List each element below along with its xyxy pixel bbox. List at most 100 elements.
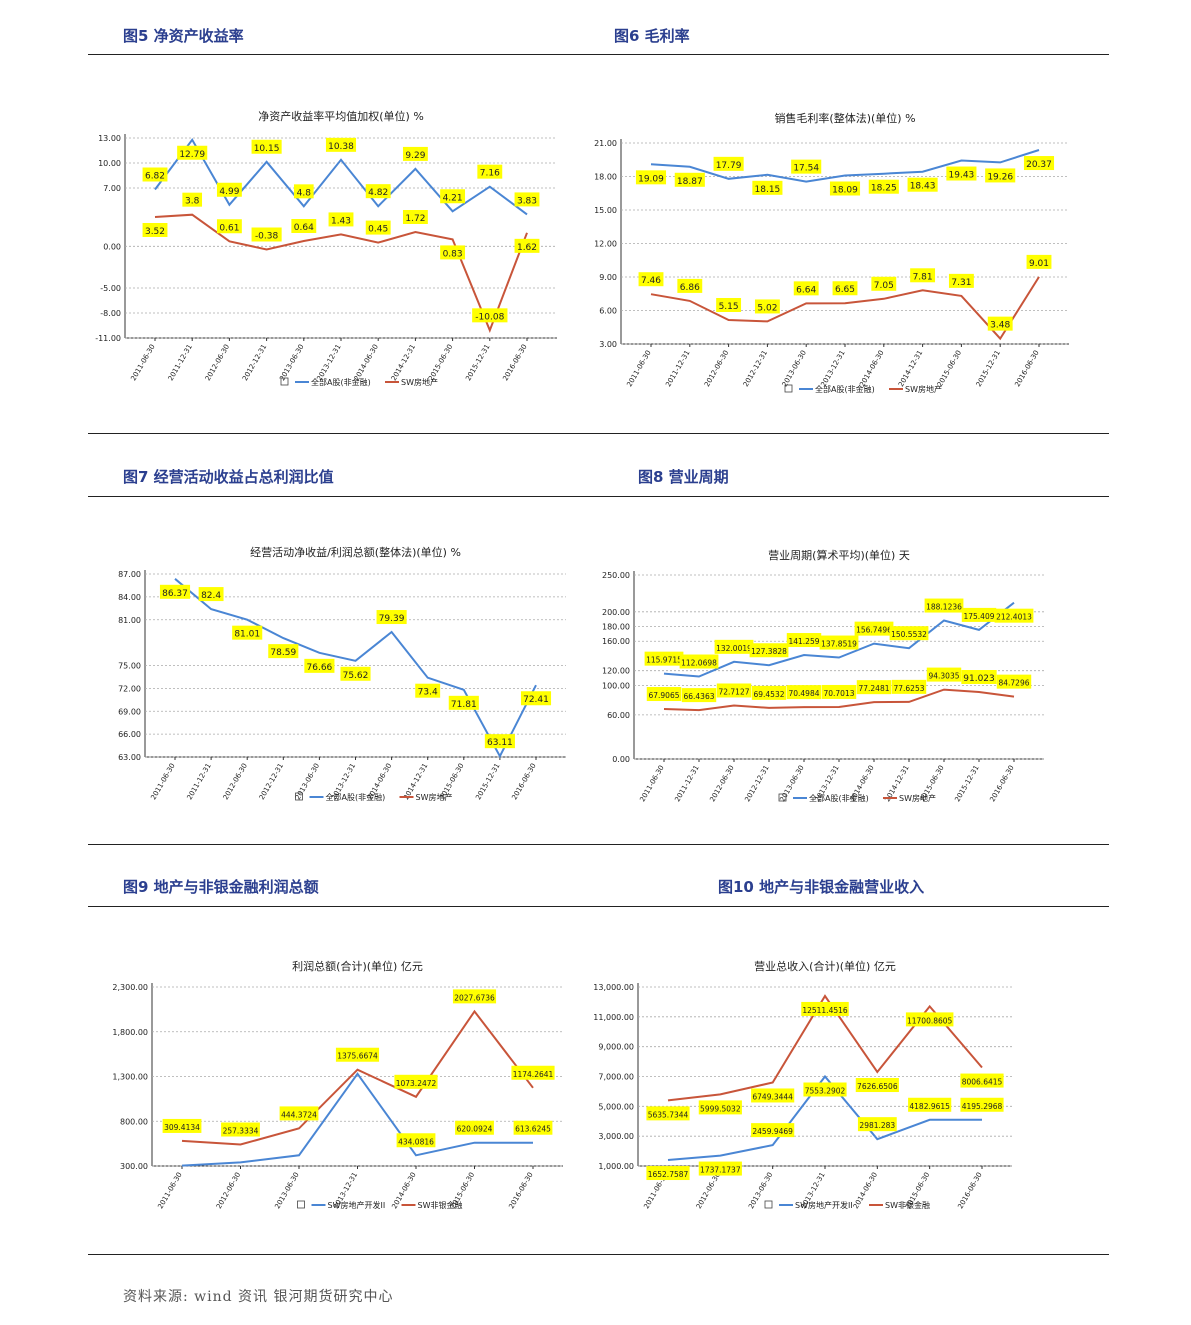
data-label: 7.81 xyxy=(910,268,936,283)
y-tick-label: 12.00 xyxy=(594,240,617,249)
data-label-bg xyxy=(985,168,1016,183)
data-label-text: 156.7496 xyxy=(856,626,892,635)
y-tick-label: 10.00 xyxy=(98,159,121,168)
data-label-text: 1174.2641 xyxy=(513,1070,554,1079)
x-tick-label: 2014-06-30 xyxy=(353,343,380,382)
data-label: 3.48 xyxy=(987,316,1013,331)
data-label: 73.4 xyxy=(415,683,441,698)
x-tick-label: 2015-12-31 xyxy=(975,349,1002,388)
data-label-bg xyxy=(871,276,897,291)
rule-bottom xyxy=(88,1254,1109,1255)
data-label: 115.9715 xyxy=(644,651,684,666)
data-label-text: 77.6253 xyxy=(893,684,924,693)
data-label-bg xyxy=(484,734,515,749)
data-label-bg xyxy=(646,687,682,702)
data-label-text: 1375.6674 xyxy=(337,1052,378,1061)
data-label-text: 613.6245 xyxy=(515,1125,551,1134)
data-label-bg xyxy=(791,159,822,174)
data-label-bg xyxy=(854,621,894,636)
data-label-bg xyxy=(801,1001,849,1016)
data-label-text: 5.15 xyxy=(719,302,739,312)
data-label: 11700.8605 xyxy=(905,1012,954,1027)
data-label-bg xyxy=(472,308,508,323)
data-label-text: 1.62 xyxy=(517,243,537,253)
legend-checkbox[interactable] xyxy=(764,1200,773,1209)
data-label-bg xyxy=(677,278,703,293)
data-label-text: 18.15 xyxy=(755,185,781,195)
data-label-bg xyxy=(786,685,822,700)
data-label-text: 141.259 xyxy=(788,637,819,646)
y-tick-label: -8.00 xyxy=(100,309,121,318)
x-tick-label: 2014-12-31 xyxy=(390,343,417,382)
y-tick-label: 9.00 xyxy=(599,273,617,282)
data-label-bg xyxy=(293,184,314,199)
data-label-bg xyxy=(396,1133,436,1148)
data-label: 18.87 xyxy=(674,172,705,187)
y-tick-label: 84.00 xyxy=(118,593,141,602)
data-label-bg xyxy=(162,1118,202,1133)
rule-top-3 xyxy=(88,906,1109,907)
x-tick-label: 2016-06-30 xyxy=(510,762,537,801)
data-label-bg xyxy=(291,219,317,233)
data-label-text: -10.08 xyxy=(475,312,504,322)
data-label-text: 3.48 xyxy=(990,321,1010,331)
data-label-text: 1652.7587 xyxy=(648,1170,689,1179)
data-label-bg xyxy=(452,989,497,1004)
rule-mid-1 xyxy=(88,433,1109,434)
data-label: 4182.9615 xyxy=(908,1097,952,1112)
x-tick-label: 2012-06-30 xyxy=(222,762,249,801)
legend-label: 全部A股(非金融) xyxy=(326,792,386,802)
data-label-bg xyxy=(415,683,441,698)
data-label: 212.4013 xyxy=(994,608,1034,623)
data-label-text: 5635.7344 xyxy=(648,1110,689,1119)
x-tick-label: 2011-12-31 xyxy=(673,764,700,803)
figure-title-5: 图5 净资产收益率 xyxy=(123,27,244,45)
data-label: 77.6253 xyxy=(891,679,927,694)
data-label-bg xyxy=(325,137,357,152)
data-label-bg xyxy=(961,607,997,622)
data-label-text: 115.9715 xyxy=(646,656,682,665)
x-tick-label: 2012-06-30 xyxy=(204,343,231,382)
data-label-text: 63.11 xyxy=(487,738,513,748)
data-label: 7553.2902 xyxy=(803,1082,847,1097)
chart-title: 营业周期(算术平均)(单位) 天 xyxy=(768,548,910,562)
chart-3: 经营活动净收益/利润总额(整体法)(单位) % 87.00 84.00 81.00 75… xyxy=(118,545,566,802)
data-label-text: 20.37 xyxy=(1026,160,1052,170)
data-label-text: 1.72 xyxy=(405,214,425,224)
legend-checkbox[interactable] xyxy=(297,1200,305,1209)
data-label-bg xyxy=(182,192,203,207)
y-tick-label: 7.00 xyxy=(103,184,121,193)
x-tick-label: 2015-06-30 xyxy=(427,343,454,382)
y-tick-label: 13,000.00 xyxy=(593,983,634,992)
x-tick-label: 2011-06-30 xyxy=(129,343,156,382)
data-label-text: 4.99 xyxy=(219,187,239,197)
data-label: 79.39 xyxy=(376,610,407,625)
y-tick-label: 6.00 xyxy=(599,307,617,316)
data-label-bg xyxy=(520,691,552,706)
data-label: 1.62 xyxy=(514,238,540,253)
legend-checkbox[interactable] xyxy=(778,793,787,802)
data-label: 150.5532 xyxy=(889,626,929,641)
data-label: 2027.6736 xyxy=(452,989,497,1004)
figure-title-9: 图9 地产与非银金融利润总额 xyxy=(123,878,319,896)
y-tick-label: 15.00 xyxy=(594,206,617,215)
data-label-text: 620.0924 xyxy=(457,1125,493,1134)
y-tick-label: 3.00 xyxy=(599,340,617,349)
data-label-text: 5999.5032 xyxy=(700,1104,741,1113)
legend-checkbox[interactable] xyxy=(295,792,303,801)
data-label-text: 18.43 xyxy=(910,182,936,192)
data-label-bg xyxy=(751,685,787,700)
data-label: 19.09 xyxy=(635,170,667,185)
data-label-bg xyxy=(754,299,780,314)
data-label-text: 10.38 xyxy=(328,142,354,152)
data-label-text: 1.43 xyxy=(331,216,351,226)
y-tick-label: 1,800.00 xyxy=(112,1028,148,1037)
y-tick-label: 0.00 xyxy=(612,755,630,764)
series-line-1 xyxy=(181,1072,533,1167)
data-label-text: 4.21 xyxy=(443,193,463,203)
y-tick-label: 18.00 xyxy=(594,173,617,182)
legend-label: SW房地产 xyxy=(905,384,942,394)
legend-checkbox[interactable] xyxy=(280,377,289,386)
legend-checkbox[interactable] xyxy=(784,384,793,393)
series-line-1 xyxy=(174,578,537,759)
